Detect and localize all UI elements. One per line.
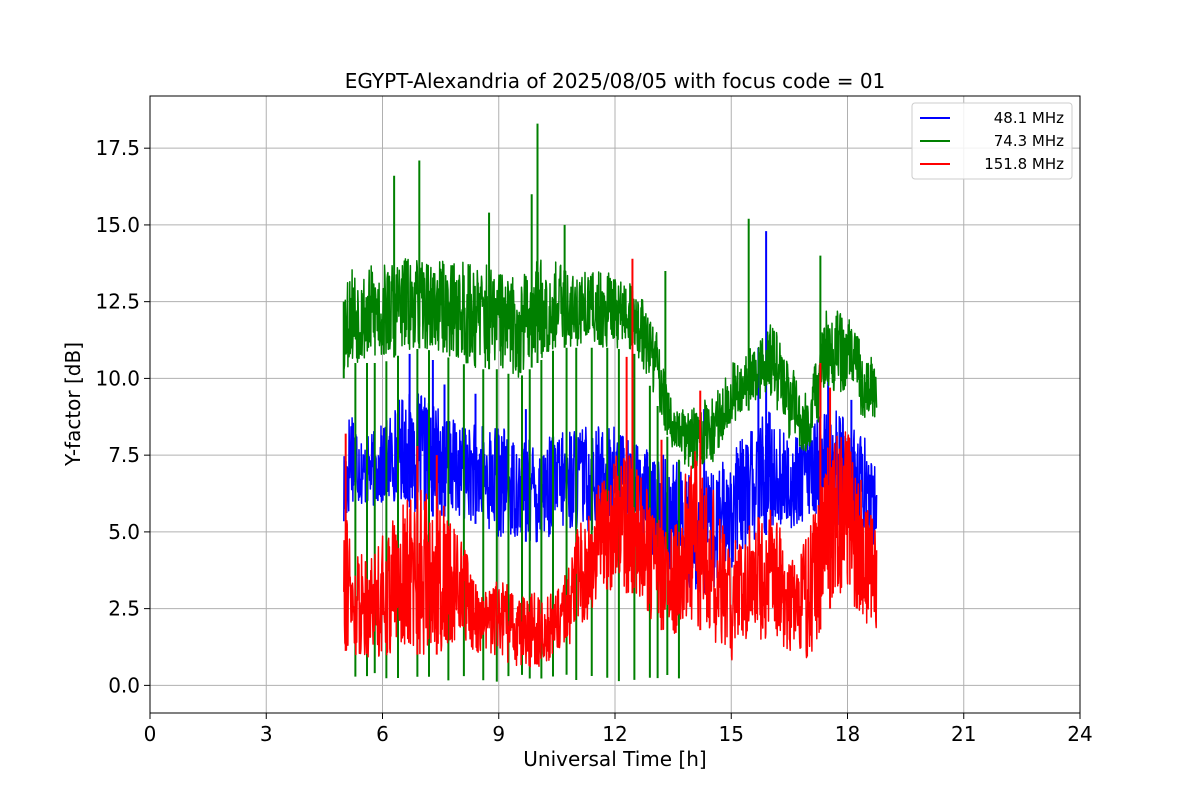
legend-label: 74.3 MHz — [994, 132, 1064, 150]
legend-box — [911, 102, 1073, 180]
y-tick-label: 0.0 — [108, 673, 140, 697]
series-layer — [342, 123, 878, 682]
series-line — [343, 258, 878, 469]
y-tick-label: 10.0 — [95, 366, 140, 390]
x-tick-label: 9 — [492, 722, 505, 746]
series-line — [343, 431, 878, 668]
x-tick-label: 24 — [1067, 722, 1092, 746]
x-tick-label: 3 — [260, 722, 273, 746]
y-tick-label: 7.5 — [108, 443, 140, 467]
ticks: 0 3 6 9 12 15 18 21 24 0.0 2.5 5.0 7.5 10.0 12.5 15.0 17… — [95, 136, 1092, 746]
x-tick-label: 15 — [719, 722, 744, 746]
x-axis-label: Universal Time [h] — [523, 747, 706, 771]
x-tick-label: 18 — [835, 722, 860, 746]
y-tick-label: 17.5 — [95, 136, 140, 160]
y-axis-label: Y-factor [dB] — [61, 342, 85, 467]
series-151-8-mhz — [343, 258, 878, 668]
x-tick-label: 21 — [951, 722, 976, 746]
legend-label: 48.1 MHz — [994, 109, 1064, 127]
legend-label: 151.8 MHz — [984, 155, 1064, 173]
x-tick-label: 12 — [602, 722, 627, 746]
y-tick-label: 12.5 — [95, 290, 140, 314]
chart-title: EGYPT-Alexandria of 2025/08/05 with focu… — [345, 69, 886, 93]
x-tick-label: 6 — [376, 722, 389, 746]
legend: 48.1 MHz 74.3 MHz 151.8 MHz — [911, 102, 1073, 180]
y-tick-label: 2.5 — [108, 597, 140, 621]
y-tick-label: 15.0 — [95, 213, 140, 237]
x-tick-label: 0 — [144, 722, 157, 746]
y-tick-label: 5.0 — [108, 520, 140, 544]
